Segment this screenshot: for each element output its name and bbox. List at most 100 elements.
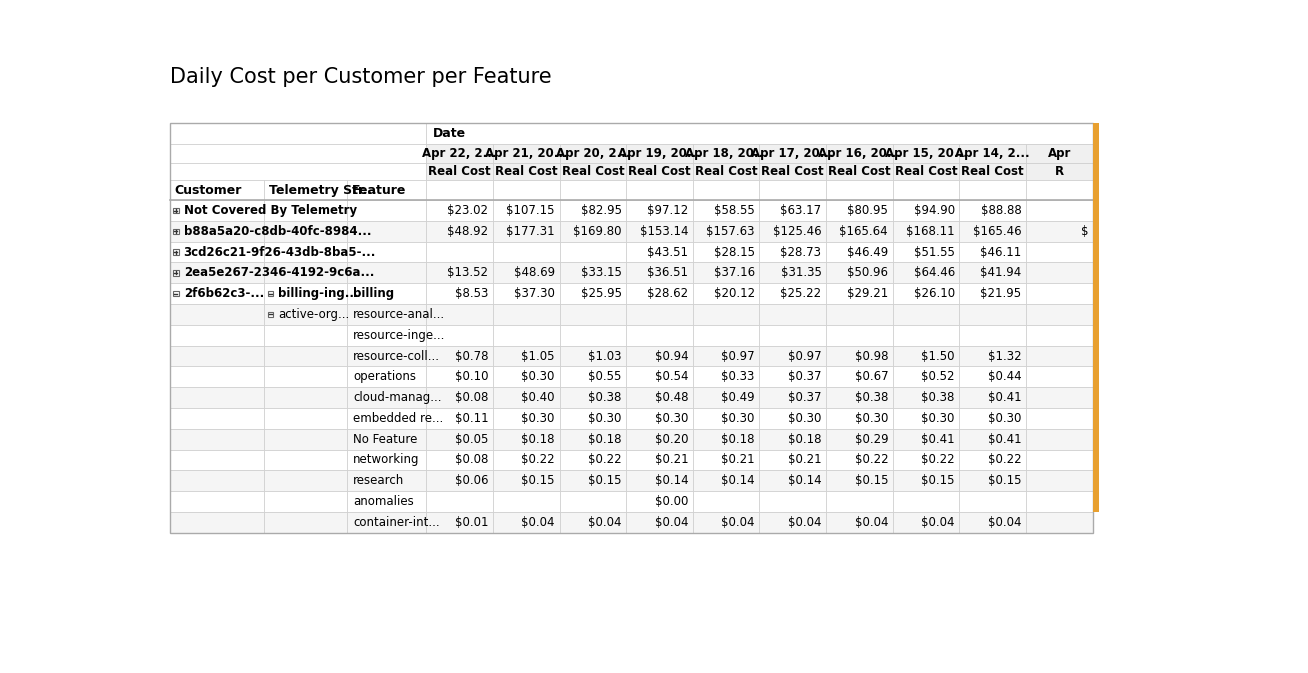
Bar <box>560 491 627 512</box>
Bar <box>960 470 1025 491</box>
Bar <box>347 429 426 450</box>
Bar <box>1025 450 1092 470</box>
Text: $1.50: $1.50 <box>921 349 955 363</box>
Bar <box>493 408 560 429</box>
Text: $1.03: $1.03 <box>589 349 621 363</box>
Text: $0.22: $0.22 <box>854 454 888 466</box>
Bar <box>560 242 627 262</box>
Text: $0.30: $0.30 <box>655 412 688 425</box>
Bar <box>268 312 273 317</box>
Bar <box>560 429 627 450</box>
Bar <box>627 180 693 200</box>
Text: $48.92: $48.92 <box>447 225 488 238</box>
Bar <box>627 470 693 491</box>
Text: $0.04: $0.04 <box>522 516 555 529</box>
Text: Apr 19, 20...: Apr 19, 20... <box>619 147 701 160</box>
Bar <box>693 470 760 491</box>
Bar <box>493 470 560 491</box>
Text: $0.22: $0.22 <box>988 454 1022 466</box>
Bar <box>264 429 347 450</box>
Bar <box>760 366 827 387</box>
Bar <box>347 221 426 242</box>
Text: Apr 18, 20...: Apr 18, 20... <box>685 147 768 160</box>
Bar <box>893 470 960 491</box>
Bar <box>1025 346 1092 366</box>
Bar <box>893 429 960 450</box>
Text: $0.67: $0.67 <box>854 370 888 384</box>
Bar <box>426 304 493 325</box>
Bar <box>627 242 693 262</box>
Text: $80.95: $80.95 <box>848 204 888 217</box>
Bar <box>1025 262 1092 283</box>
Text: $25.22: $25.22 <box>781 287 821 300</box>
Bar <box>893 262 960 283</box>
Text: Daily Cost per Customer per Feature: Daily Cost per Customer per Feature <box>170 67 552 87</box>
Bar <box>347 283 426 304</box>
Bar <box>693 408 760 429</box>
Text: Real Cost: Real Cost <box>561 165 624 178</box>
Bar <box>827 325 893 346</box>
Bar <box>170 470 264 491</box>
Bar <box>960 450 1025 470</box>
Text: $0.22: $0.22 <box>921 454 955 466</box>
Bar <box>264 304 347 325</box>
Bar <box>693 429 760 450</box>
Bar <box>893 450 960 470</box>
Bar <box>693 283 760 304</box>
Bar <box>760 221 827 242</box>
Bar <box>1025 366 1092 387</box>
Bar <box>627 408 693 429</box>
Text: $165.64: $165.64 <box>840 225 888 238</box>
Bar <box>693 242 760 262</box>
Bar <box>426 450 493 470</box>
Bar <box>347 408 426 429</box>
Text: $0.97: $0.97 <box>721 349 755 363</box>
Bar <box>560 512 627 533</box>
Text: $46.49: $46.49 <box>846 246 888 258</box>
Text: Apr 15, 20...: Apr 15, 20... <box>884 147 968 160</box>
Text: $1.05: $1.05 <box>522 349 555 363</box>
Bar <box>170 180 264 200</box>
Bar <box>693 144 760 163</box>
Bar <box>693 180 760 200</box>
Bar <box>760 491 827 512</box>
Bar <box>493 283 560 304</box>
Bar <box>760 262 827 283</box>
Bar <box>347 262 426 283</box>
Bar <box>560 366 627 387</box>
Bar <box>827 346 893 366</box>
Text: $168.11: $168.11 <box>906 225 955 238</box>
Bar <box>264 346 347 366</box>
Bar <box>493 262 560 283</box>
Bar <box>426 242 493 262</box>
Bar <box>493 144 560 163</box>
Text: $0.97: $0.97 <box>787 349 821 363</box>
Bar <box>264 366 347 387</box>
Bar <box>893 304 960 325</box>
Bar <box>493 200 560 221</box>
Bar <box>1025 429 1092 450</box>
Bar <box>827 304 893 325</box>
Text: cloud-manag...: cloud-manag... <box>353 391 442 404</box>
Bar <box>1092 123 1099 512</box>
Bar <box>170 491 264 512</box>
Bar <box>173 270 179 275</box>
Bar <box>960 512 1025 533</box>
Text: $0.04: $0.04 <box>589 516 621 529</box>
Text: $0.18: $0.18 <box>522 433 555 446</box>
Text: Apr 17, 20...: Apr 17, 20... <box>752 147 835 160</box>
Text: $125.46: $125.46 <box>773 225 821 238</box>
Bar <box>760 163 827 180</box>
Bar <box>893 491 960 512</box>
Text: $0.55: $0.55 <box>589 370 621 384</box>
Bar <box>693 200 760 221</box>
Bar <box>627 144 693 163</box>
Bar <box>627 200 693 221</box>
Text: $0.04: $0.04 <box>854 516 888 529</box>
Text: $0.41: $0.41 <box>988 391 1022 404</box>
Bar <box>960 366 1025 387</box>
Text: $0.21: $0.21 <box>654 454 688 466</box>
Text: $0.49: $0.49 <box>721 391 755 404</box>
Text: networking: networking <box>353 454 420 466</box>
Text: Real Cost: Real Cost <box>494 165 557 178</box>
